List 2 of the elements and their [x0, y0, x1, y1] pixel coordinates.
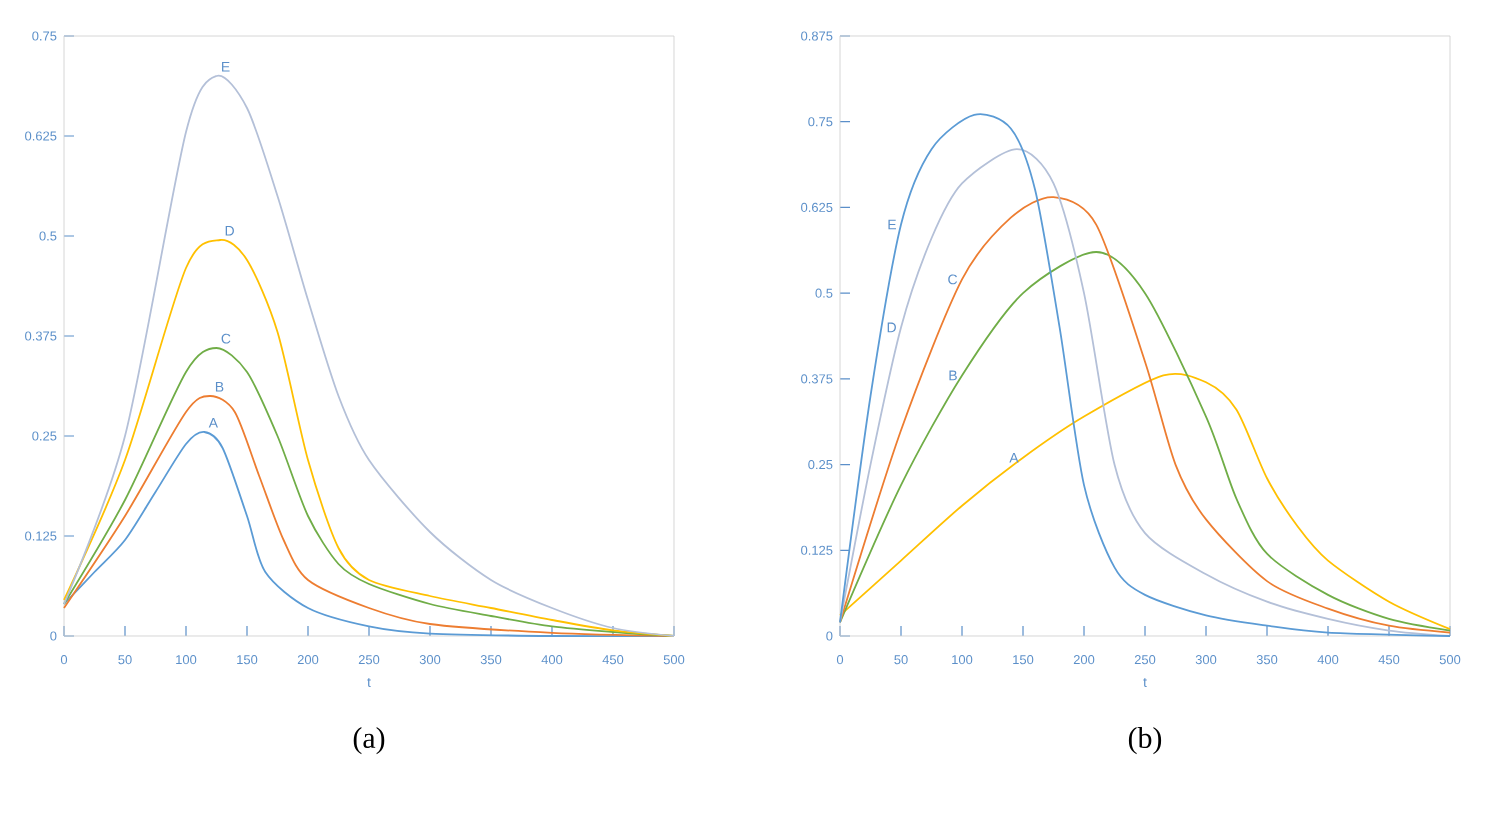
- text: (a): [353, 727, 385, 755]
- text: (b): [1128, 727, 1162, 755]
